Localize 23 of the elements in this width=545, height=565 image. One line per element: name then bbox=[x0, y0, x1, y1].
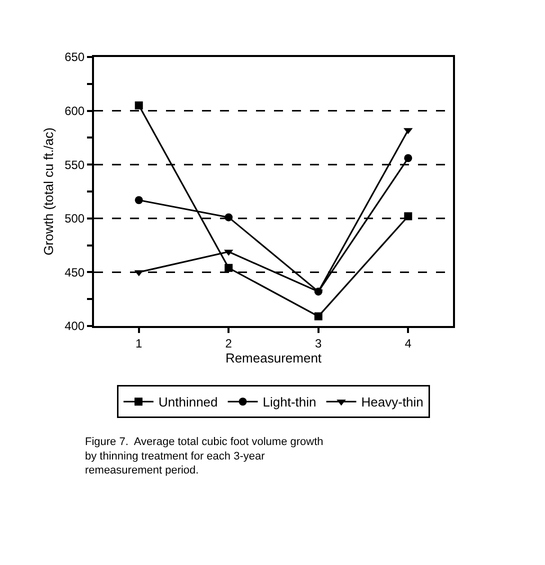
point bbox=[134, 101, 143, 110]
y-tick-label: 450 bbox=[64, 265, 85, 280]
point bbox=[134, 196, 143, 204]
legend-label: Light-thin bbox=[262, 394, 316, 410]
legend-label: Heavy-thin bbox=[361, 394, 424, 410]
y-axis-title: Growth (total cu ft./ac) bbox=[41, 128, 56, 256]
point bbox=[404, 154, 412, 162]
point bbox=[224, 213, 233, 222]
x-axis-title: Remeasurement bbox=[225, 350, 322, 366]
caption: Figure 7. Average total cubic foot volume growth by thinning treatment for each 3-year remeasurement period. bbox=[85, 436, 324, 477]
y-tick-label: 600 bbox=[64, 104, 85, 118]
x-tick-label: 3 bbox=[315, 336, 322, 350]
y-tick-label: 550 bbox=[64, 158, 85, 172]
x-tick-label: 4 bbox=[404, 336, 412, 350]
y-tick-label: 500 bbox=[64, 212, 85, 226]
point bbox=[224, 264, 233, 272]
y-tick-label: 650 bbox=[64, 50, 85, 64]
x-tick-label: 1 bbox=[136, 336, 143, 350]
legend-label: Unthinned bbox=[158, 394, 218, 410]
y-tick-label: 400 bbox=[64, 319, 85, 334]
x-tick-label: 2 bbox=[225, 336, 232, 350]
point bbox=[404, 212, 412, 220]
point bbox=[314, 312, 322, 320]
